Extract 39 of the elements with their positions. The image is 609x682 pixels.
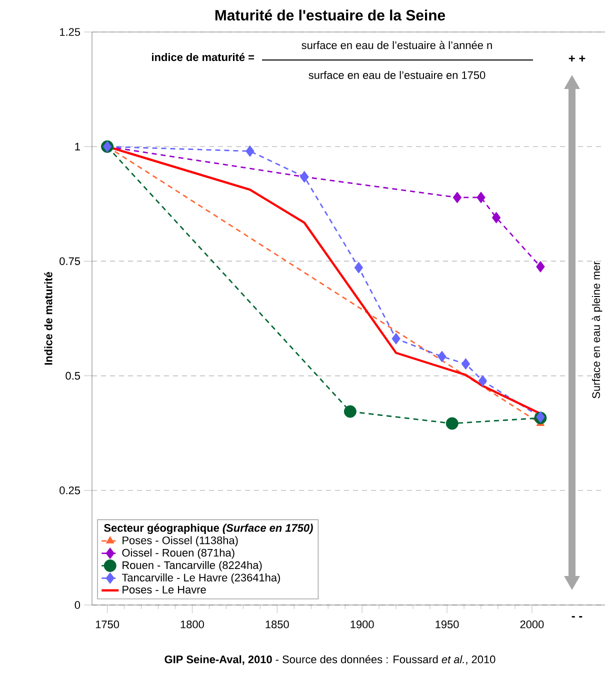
legend-label: Poses - Oissel (1138ha) — [122, 536, 238, 546]
point — [344, 405, 356, 418]
legend-label: Poses - Le Havre — [122, 586, 206, 594]
annotation: surface en eau de l’estuaire en 1750 — [308, 70, 486, 80]
point — [478, 375, 488, 387]
text: GIP Seine-Aval, 2010 - Source des données : Foussard et al., 2010 — [164, 655, 496, 665]
x-tick-label: 1850 — [266, 620, 289, 628]
legend-label: Oissel - Rouen (871ha) — [122, 548, 234, 559]
x-tick-label: 1900 — [350, 620, 374, 628]
annotation: + + — [568, 55, 586, 62]
y-tick-label: 0.75 — [60, 257, 80, 266]
point — [452, 192, 462, 204]
x-tick-label: 1800 — [180, 620, 204, 628]
x-tick-label: 1750 — [96, 620, 120, 628]
y-tick-label: 0 — [74, 601, 80, 609]
point — [446, 417, 458, 430]
y-axis-title: Indice de maturité — [44, 272, 52, 365]
legend-label: Tancarville - Le Havre (23641ha) — [122, 573, 280, 584]
point — [492, 212, 501, 224]
point — [246, 145, 254, 157]
point — [354, 262, 364, 274]
point — [461, 358, 470, 370]
y-tick-label: 0.25 — [60, 486, 80, 494]
point — [392, 332, 400, 344]
annotation: indice de maturité = — [152, 52, 254, 62]
y-tick-label: 0.5 — [66, 372, 80, 380]
y-tick-label: 1 — [75, 142, 80, 150]
y-tick-label: 1.25 — [60, 28, 80, 36]
point — [476, 192, 486, 204]
point — [438, 350, 446, 362]
text: - - — [572, 616, 582, 618]
point — [536, 260, 545, 272]
legend-title: Secteur géographique (Surface en 1750) — [104, 524, 313, 534]
annotation: surface en eau de l’estuaire à l’année n — [302, 40, 492, 50]
x-tick-label: 2000 — [520, 620, 544, 628]
x-tick-label: 1950 — [436, 620, 459, 628]
legend-label: Rouen - Tancarville (8224ha) — [122, 561, 262, 572]
chart-title: Maturité de l'estuaire de la Seine — [215, 9, 446, 21]
annotation: Surface en eau à pleine mer — [592, 261, 602, 398]
